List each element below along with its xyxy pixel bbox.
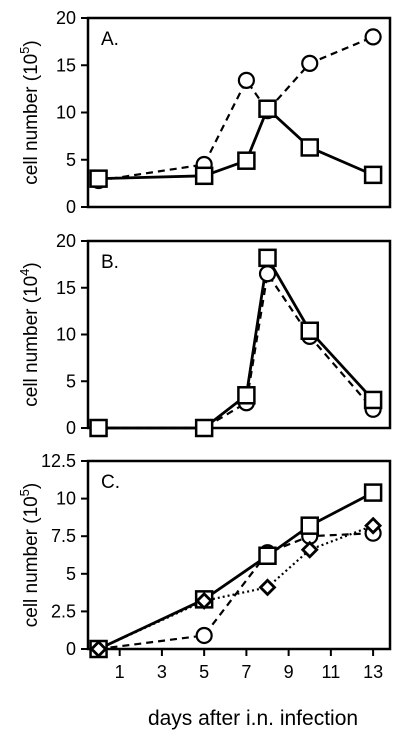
y-axis-title-close: ) xyxy=(21,40,42,46)
data-point-square xyxy=(300,516,319,535)
y-axis-title: cell number (105) xyxy=(17,483,42,628)
y-axis-title: cell number (105) xyxy=(17,40,42,185)
y-tick-label: 2.5 xyxy=(51,601,76,621)
plot-frame xyxy=(86,459,392,651)
panel-2: 0 5 10 15 20 cell number (104) B. xyxy=(17,231,392,438)
panel-label: A. xyxy=(101,29,119,50)
y-tick-label: 15 xyxy=(56,55,76,75)
series-line-square xyxy=(98,253,375,430)
y-axis-title-close: ) xyxy=(21,483,42,489)
x-tick-label: 13 xyxy=(363,662,383,682)
y-tick-label: 0 xyxy=(66,197,76,217)
y-tick-label: 0 xyxy=(66,639,76,659)
data-point-diamond xyxy=(364,516,383,535)
series-line-square xyxy=(98,106,374,181)
y-tick-label: 10 xyxy=(56,103,76,123)
y-axis-title-exponent: 5 xyxy=(17,47,32,54)
data-point-square xyxy=(258,99,277,118)
data-point-circle xyxy=(364,28,382,46)
data-point-square xyxy=(300,321,319,341)
y-axis-title: cell number (104) xyxy=(17,262,42,407)
y-axis-title-close: ) xyxy=(21,262,42,268)
y-tick-label: 7.5 xyxy=(51,526,76,546)
series-line-diamond xyxy=(98,524,374,651)
x-tick-label: 1 xyxy=(115,662,125,682)
panel-label: B. xyxy=(101,252,119,273)
data-point-square xyxy=(89,169,108,188)
y-tick-label: 20 xyxy=(56,8,76,28)
y-tick-label: 20 xyxy=(56,231,76,251)
x-tick-label: 11 xyxy=(322,662,341,682)
series-line-circle xyxy=(98,35,374,182)
x-tick-label: 5 xyxy=(199,662,209,682)
y-tick-label: 0 xyxy=(66,418,76,438)
y-axis-title-exponent: 4 xyxy=(17,269,32,276)
data-point-square xyxy=(194,418,214,438)
series-line-circle xyxy=(98,532,374,651)
data-point-square xyxy=(237,386,256,405)
data-point-diamond xyxy=(89,640,108,658)
data-point-circle xyxy=(301,54,319,72)
data-point-square xyxy=(363,483,383,502)
data-point-square xyxy=(363,165,383,185)
data-point-square xyxy=(258,546,277,566)
y-axis-title-text: cell number (10 xyxy=(21,276,42,407)
data-point-diamond xyxy=(300,540,319,559)
y-tick-label: 10 xyxy=(56,489,76,509)
y-tick-label: 15 xyxy=(56,278,76,298)
x-tick-label: 9 xyxy=(284,662,294,682)
x-axis-title: days after i.n. infection xyxy=(148,707,358,730)
data-point-square xyxy=(258,248,277,268)
data-point-square xyxy=(194,166,214,186)
data-point-square xyxy=(89,418,108,438)
data-point-circle xyxy=(195,626,213,645)
series-line-square xyxy=(97,491,374,651)
data-point-circle xyxy=(258,265,277,283)
data-point-diamond xyxy=(258,578,277,597)
y-tick-label: 5 xyxy=(66,371,76,391)
y-axis-title-text: cell number (10 xyxy=(21,54,42,185)
data-point-circle xyxy=(237,71,255,89)
y-axis-title-text: cell number (10 xyxy=(21,496,42,627)
y-tick-label: 10 xyxy=(56,325,76,345)
y-tick-label: 12.5 xyxy=(41,451,76,471)
x-tick-label: 7 xyxy=(241,662,251,682)
y-tick-label: 5 xyxy=(66,150,76,170)
data-point-square xyxy=(300,138,319,157)
panel-label: C. xyxy=(101,472,120,493)
x-tick-label: 3 xyxy=(157,662,167,682)
y-tick-label: 5 xyxy=(66,564,76,584)
data-point-square xyxy=(363,390,383,410)
data-point-square xyxy=(237,151,256,170)
y-axis-title-exponent: 5 xyxy=(17,489,32,496)
data-point-diamond xyxy=(195,591,214,610)
